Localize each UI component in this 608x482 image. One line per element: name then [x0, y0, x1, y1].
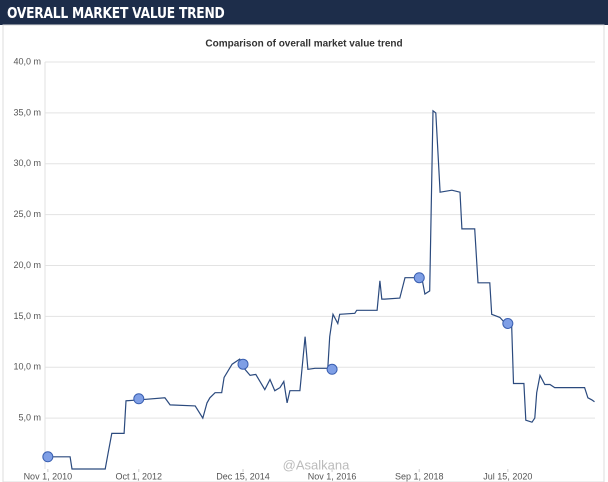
x-tick-label: Oct 1, 2012 — [116, 471, 163, 481]
y-tick-label: 10,0 m — [13, 362, 41, 372]
x-tick-label: Jul 15, 2020 — [483, 471, 532, 481]
y-tick-label: 40,0 m — [13, 56, 41, 66]
x-tick-label: Sep 1, 2018 — [395, 471, 444, 481]
x-tick-label: Nov 1, 2016 — [308, 471, 357, 481]
x-tick-label: Nov 1, 2010 — [24, 471, 73, 481]
y-tick-label: 5,0 m — [18, 413, 41, 423]
value-marker — [413, 272, 425, 284]
value-line — [47, 109, 595, 470]
header-bar: OVERALL MARKET VALUE TREND — [0, 0, 608, 25]
y-tick-label: 15,0 m — [13, 311, 41, 321]
y-tick-label: 35,0 m — [13, 107, 41, 117]
value-marker — [326, 363, 338, 375]
y-tick-label: 25,0 m — [13, 209, 41, 219]
y-tick-label: 20,0 m — [13, 260, 41, 270]
chart-frame — [2, 24, 605, 482]
value-marker — [133, 393, 145, 405]
value-marker — [42, 451, 54, 463]
header-title: OVERALL MARKET VALUE TREND — [7, 4, 225, 22]
chart-title: Comparison of overall market value trend — [205, 39, 402, 50]
watermark: @Asalkana — [283, 457, 350, 472]
value-marker — [502, 317, 514, 329]
value-marker — [237, 358, 249, 370]
x-tick-label: Dec 15, 2014 — [216, 471, 270, 481]
y-tick-label: 30,0 m — [13, 158, 41, 168]
